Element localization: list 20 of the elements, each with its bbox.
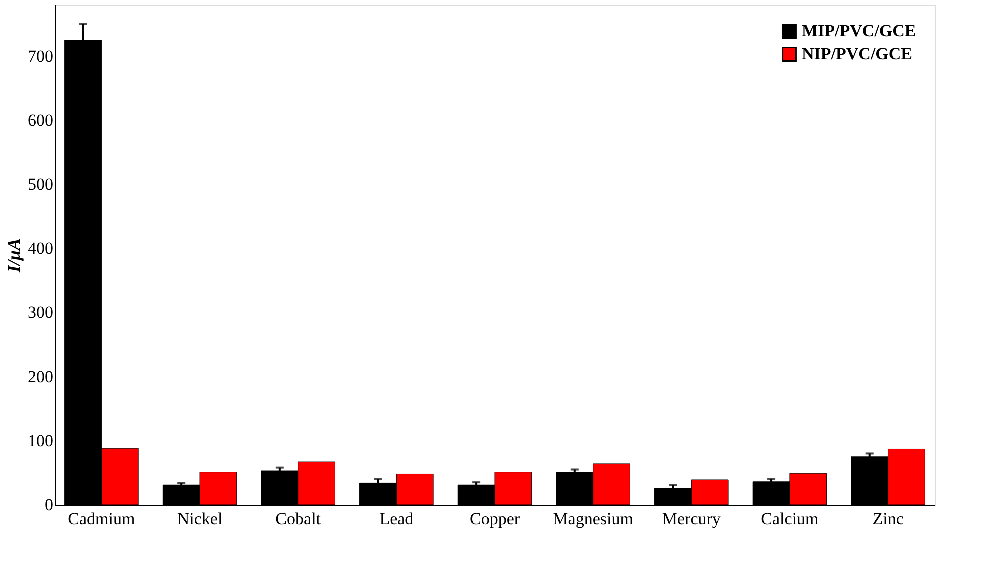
- y-tick-label: 300: [28, 303, 54, 322]
- x-tick-label: Calcium: [761, 510, 819, 528]
- x-tick-label: Cadmium: [68, 510, 136, 528]
- x-tick-label: Cobalt: [276, 510, 322, 528]
- y-tick-label: 500: [28, 174, 54, 194]
- y-tick-label: 0: [45, 496, 54, 514]
- y-axis-title: I/μA: [4, 238, 24, 274]
- legend-label: NIP/PVC/GCE: [802, 44, 912, 64]
- y-tick-label: 100: [28, 431, 54, 450]
- x-tick-label: Copper: [470, 510, 520, 528]
- y-tick-label: 200: [28, 367, 54, 386]
- y-tick-label: 700: [28, 46, 54, 66]
- x-tick-label: Zinc: [872, 510, 904, 528]
- legend-label: MIP/PVC/GCE: [802, 22, 916, 40]
- x-tick-label: Magnesium: [553, 510, 634, 528]
- x-tick-label: Lead: [380, 510, 414, 528]
- x-tick-label: Mercury: [662, 510, 722, 528]
- y-tick-label: 400: [28, 239, 54, 258]
- y-tick-label: 600: [28, 110, 54, 130]
- x-tick-label: Nickel: [177, 510, 223, 528]
